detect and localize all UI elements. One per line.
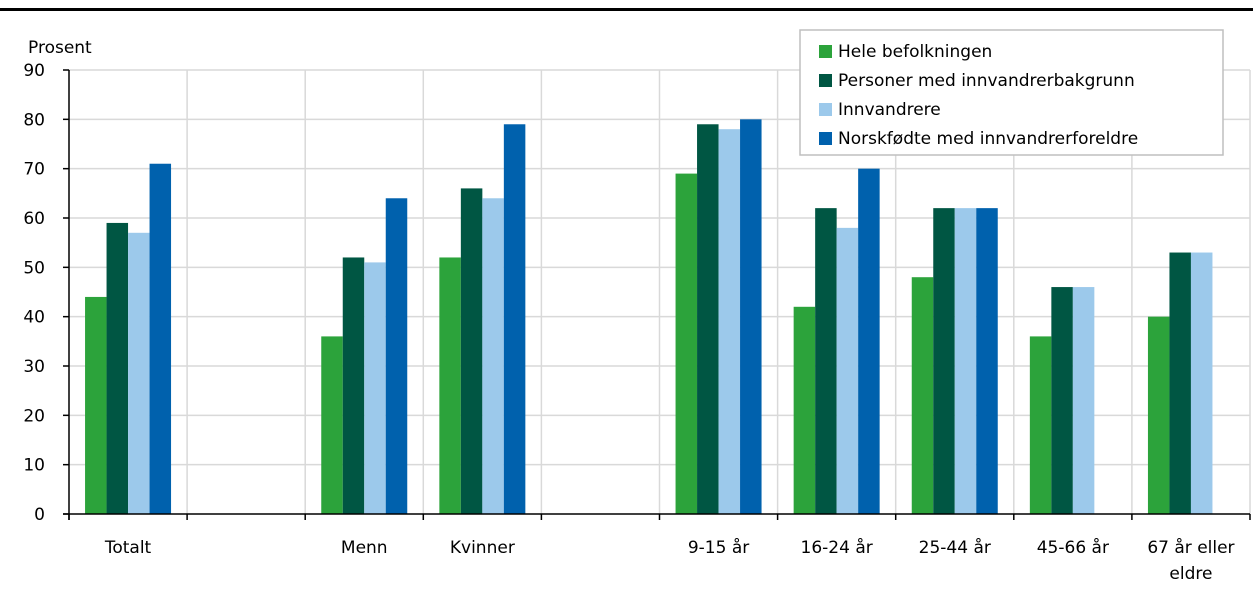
bar: [1169, 252, 1191, 515]
bar: [1147, 316, 1170, 514]
y-tick-label: 10: [23, 456, 45, 476]
bar: [815, 208, 837, 514]
bar: [321, 336, 343, 514]
bar: [460, 188, 483, 514]
category-label: 9-15 år: [688, 537, 749, 558]
category-label: Totalt: [104, 538, 152, 558]
y-tick-label: 40: [23, 308, 45, 328]
category-labels: Totalt Menn Kvinner 9-15 år 16-24 år 25-44 år…: [104, 537, 1235, 584]
legend-label: Innvandrere: [838, 100, 941, 120]
bar: [858, 168, 880, 514]
bar: [364, 262, 386, 514]
y-tick-label: 80: [23, 110, 45, 130]
y-tick-label: 60: [23, 209, 45, 229]
category-label: 25-44 år: [919, 537, 991, 558]
category-label: 16-24 år: [801, 537, 873, 558]
bar: [954, 208, 977, 514]
bar: [911, 277, 934, 514]
bar: [1051, 287, 1073, 514]
legend-box: [799, 29, 1224, 156]
legend-swatch: [819, 103, 832, 116]
legend-swatch: [819, 132, 832, 145]
legend: Hele befolkningen Personer med innvandrer…: [799, 29, 1224, 156]
category-label: Kvinner: [450, 538, 515, 558]
y-axis-label: Prosent: [28, 38, 92, 58]
bar: [482, 198, 504, 514]
legend-label: Norskfødte med innvandrerforeldre: [838, 129, 1138, 149]
bar: [836, 227, 859, 514]
bar: [503, 124, 526, 515]
bar: [793, 306, 816, 514]
bar: [740, 119, 762, 514]
legend-label: Hele befolkningen: [838, 42, 992, 62]
bar: [697, 124, 719, 515]
bar: [439, 257, 461, 514]
category-label: 67 år eller: [1147, 537, 1234, 558]
category-label: 45-66 år: [1037, 537, 1109, 558]
bar: [342, 257, 365, 514]
y-tick-label: 70: [23, 160, 45, 180]
axes: [63, 69, 1251, 520]
bar: [675, 173, 698, 514]
bar: [128, 232, 150, 515]
y-tick-label: 90: [23, 61, 45, 81]
bar: [718, 129, 741, 514]
bar: [149, 163, 172, 514]
category-label: Menn: [341, 538, 388, 558]
bar: [976, 208, 998, 514]
bar: [1029, 336, 1052, 514]
top-rule: [0, 8, 1253, 11]
bars: [85, 119, 1213, 515]
bar: [1190, 252, 1213, 515]
bar: [106, 222, 129, 514]
y-tick-labels: 0 10 20 30 40 50 60 70 80 90: [23, 61, 45, 525]
legend-swatch: [819, 45, 832, 58]
bar: [385, 198, 408, 514]
bar: [85, 296, 107, 514]
legend-swatch: [819, 74, 832, 87]
y-tick-label: 30: [23, 357, 45, 377]
bar: [1072, 287, 1095, 514]
bar: [933, 208, 955, 514]
legend-label: Personer med innvandrerbakgrunn: [838, 71, 1135, 91]
category-label: eldre: [1169, 564, 1212, 584]
y-tick-label: 50: [23, 258, 45, 278]
y-tick-label: 0: [34, 505, 45, 525]
y-tick-label: 20: [23, 406, 45, 426]
